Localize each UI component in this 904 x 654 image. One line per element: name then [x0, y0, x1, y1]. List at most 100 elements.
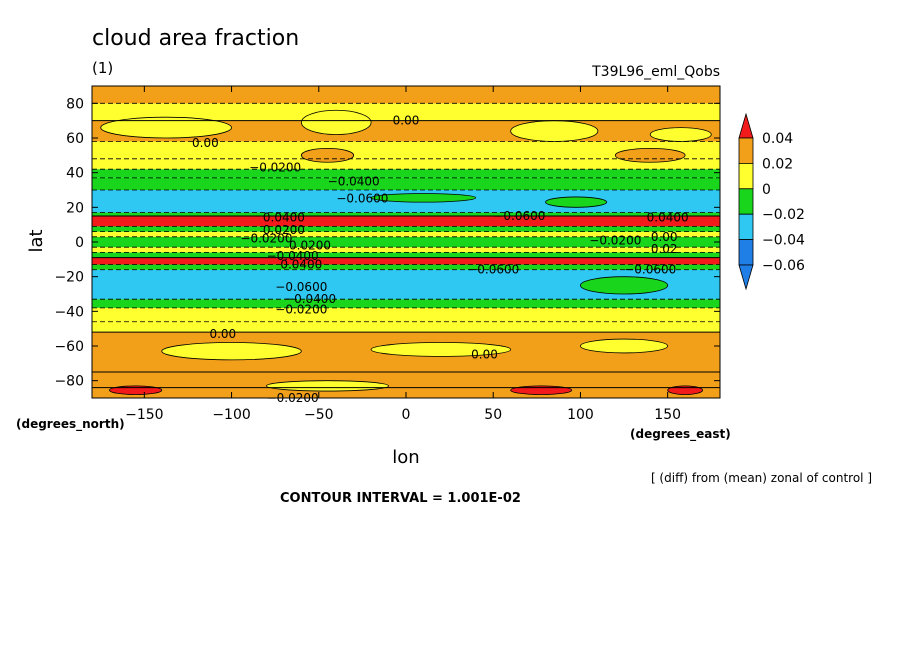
- contour-label-6: 0.0400: [647, 211, 689, 225]
- contour-label-1: 0.00: [393, 114, 420, 128]
- colorbar-label: 0.04: [762, 131, 793, 147]
- band-9: [92, 252, 720, 258]
- x-tick-label: 50: [484, 407, 502, 423]
- y-tick-label: 80: [66, 96, 84, 112]
- chart-subtitle: (1): [92, 59, 113, 77]
- patch-1: [300, 109, 372, 135]
- y-tick-label: −60: [54, 339, 84, 355]
- patch-3: [649, 127, 712, 142]
- band-23: [92, 86, 720, 104]
- contour-label-21: 0.0200: [289, 238, 331, 252]
- colorbar-segment: [738, 213, 754, 240]
- contour-label-19: 0.0200: [263, 223, 305, 237]
- patch-15: [370, 193, 477, 203]
- contour-label-14: −0.0200: [275, 303, 327, 317]
- x-units-label: (degrees_east): [630, 427, 731, 442]
- band-7: [92, 264, 720, 270]
- colorbar-top-arrow: [738, 112, 754, 139]
- colorbar: 0.04 0.02 0 −0.02 −0.04 −0.06: [738, 112, 805, 291]
- contour-interval: CONTOUR INTERVAL = 1.001E-02: [280, 491, 521, 506]
- colorbar-label: −0.02: [762, 207, 805, 223]
- footnote: [ (diff) from (mean) zonal of control ]: [651, 471, 872, 485]
- patch-5: [614, 147, 686, 163]
- contour-label-0: 0.00: [192, 136, 219, 150]
- colorbar-label: 0: [762, 182, 771, 198]
- colorbar-segment: [738, 188, 754, 215]
- y-tick-label: −20: [54, 270, 84, 286]
- contour-label-11: −0.0600: [467, 263, 519, 277]
- x-tick-label: 150: [654, 407, 681, 423]
- band-20: [92, 141, 720, 159]
- contour-label-16: 0.00: [471, 348, 498, 362]
- y-tick-label: 40: [66, 166, 84, 182]
- x-tick-label: −100: [212, 407, 250, 423]
- band-19: [92, 158, 720, 170]
- band-11: [92, 236, 720, 248]
- y-tick-label: −40: [54, 304, 84, 320]
- x-axis-label: lon: [392, 447, 419, 468]
- patch-8: [580, 338, 669, 354]
- x-axis-ticks: −150 −100 −50 0 50 100 150: [125, 86, 681, 423]
- contour-label-22: −0.0400: [267, 249, 319, 263]
- contour-patches: [100, 109, 712, 395]
- y-units-label: (degrees_north): [16, 417, 125, 432]
- contour-label-5: −0.0600: [493, 209, 545, 223]
- chart-title: cloud area fraction: [92, 26, 299, 51]
- y-axis-ticks: −80 −60 −40 −20 0 20 40 60 80: [54, 96, 720, 390]
- contour-label-9: 0.02: [651, 242, 678, 256]
- colorbar-label: −0.06: [762, 258, 805, 274]
- colorbar-label: 0.02: [762, 156, 793, 172]
- patch-6: [161, 342, 302, 361]
- y-tick-label: 60: [66, 131, 84, 147]
- band-5: [92, 299, 720, 308]
- contour-label-3: −0.0400: [328, 174, 380, 188]
- band-15: [92, 212, 720, 216]
- band-10: [92, 247, 720, 253]
- contour-label-23: 0.0400: [280, 258, 322, 272]
- x-tick-label: 0: [402, 407, 411, 423]
- patch-4: [300, 147, 355, 163]
- patch-0: [100, 116, 232, 139]
- run-label: T39L96_eml_Qobs: [591, 64, 720, 80]
- patch-13: [580, 276, 669, 295]
- colorbar-segment: [738, 137, 754, 164]
- patch-7: [370, 342, 512, 357]
- colorbar-segment: [738, 162, 754, 190]
- colorbar-bottom-arrow: [738, 264, 754, 291]
- band-12: [92, 231, 720, 237]
- band-22: [92, 103, 720, 121]
- patch-14: [545, 196, 608, 208]
- y-tick-label: −80: [54, 374, 84, 390]
- contour-label-7: −0.0200: [589, 233, 641, 247]
- contour-label-10: −0.0600: [624, 263, 676, 277]
- band-13: [92, 226, 720, 232]
- contour-label-13: −0.0400: [284, 292, 336, 306]
- contour-labels: 0.000.00−0.0200−0.0400−0.0600−0.0600 0.04…: [192, 114, 689, 405]
- colorbar-label: −0.04: [762, 233, 805, 249]
- contour-lines: [92, 85, 720, 389]
- contour-label-18: 0.0400: [263, 211, 305, 225]
- contour-label-20: −0.0200: [240, 232, 292, 246]
- band-4: [92, 307, 720, 322]
- contour-label-15: 0.00: [209, 327, 236, 341]
- band-18: [92, 169, 720, 178]
- y-tick-label: 0: [75, 235, 84, 251]
- contour-label-12: −0.0600: [275, 280, 327, 294]
- y-tick-label: 20: [66, 200, 84, 216]
- band-1: [92, 372, 720, 388]
- x-tick-label: 100: [567, 407, 594, 423]
- band-17: [92, 177, 720, 190]
- x-tick-label: −50: [304, 407, 334, 423]
- band-3: [92, 321, 720, 333]
- band-14: [92, 216, 720, 227]
- x-tick-label: −150: [125, 407, 163, 423]
- contour-label-4: −0.0600: [336, 192, 388, 206]
- y-axis-label: lat: [26, 229, 47, 252]
- contour-label-8: 0.00: [651, 230, 678, 244]
- patch-2: [510, 120, 599, 142]
- patch-12: [266, 380, 389, 392]
- contour-label-2: −0.0200: [249, 160, 301, 174]
- colorbar-segment: [738, 239, 754, 266]
- band-8: [92, 257, 720, 265]
